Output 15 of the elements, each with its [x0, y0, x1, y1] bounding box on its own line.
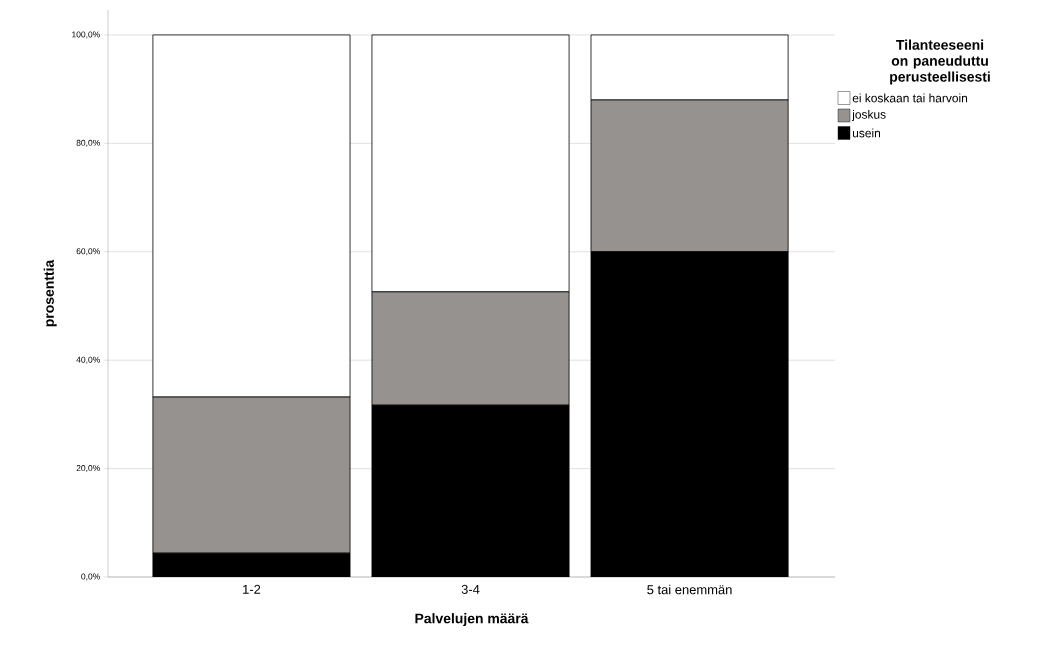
- y-tick-label: 0,0%: [81, 573, 100, 581]
- y-tick-label: 60,0%: [76, 248, 100, 256]
- legend-label: joskus: [851, 109, 886, 122]
- y-axis-title: prosenttia: [43, 259, 57, 327]
- y-tick-label: 80,0%: [76, 139, 100, 147]
- legend-label: ei koskaan tai harvoin: [852, 93, 968, 103]
- y-tick-label: 100,0%: [72, 31, 100, 39]
- y-tick-label: 40,0%: [76, 356, 100, 364]
- y-tick-label: 20,0%: [76, 465, 100, 473]
- x-tick-label: 1-2: [243, 584, 261, 594]
- legend-label: usein: [852, 128, 881, 138]
- x-tick-label: 5 tai enemmän: [647, 584, 732, 595]
- x-axis-title: Palvelujen määrä: [415, 613, 529, 627]
- legend-title: Tilanteeseeni on paneuduttu perusteellisesti: [890, 39, 990, 85]
- x-tick-label: 3-4: [461, 584, 480, 594]
